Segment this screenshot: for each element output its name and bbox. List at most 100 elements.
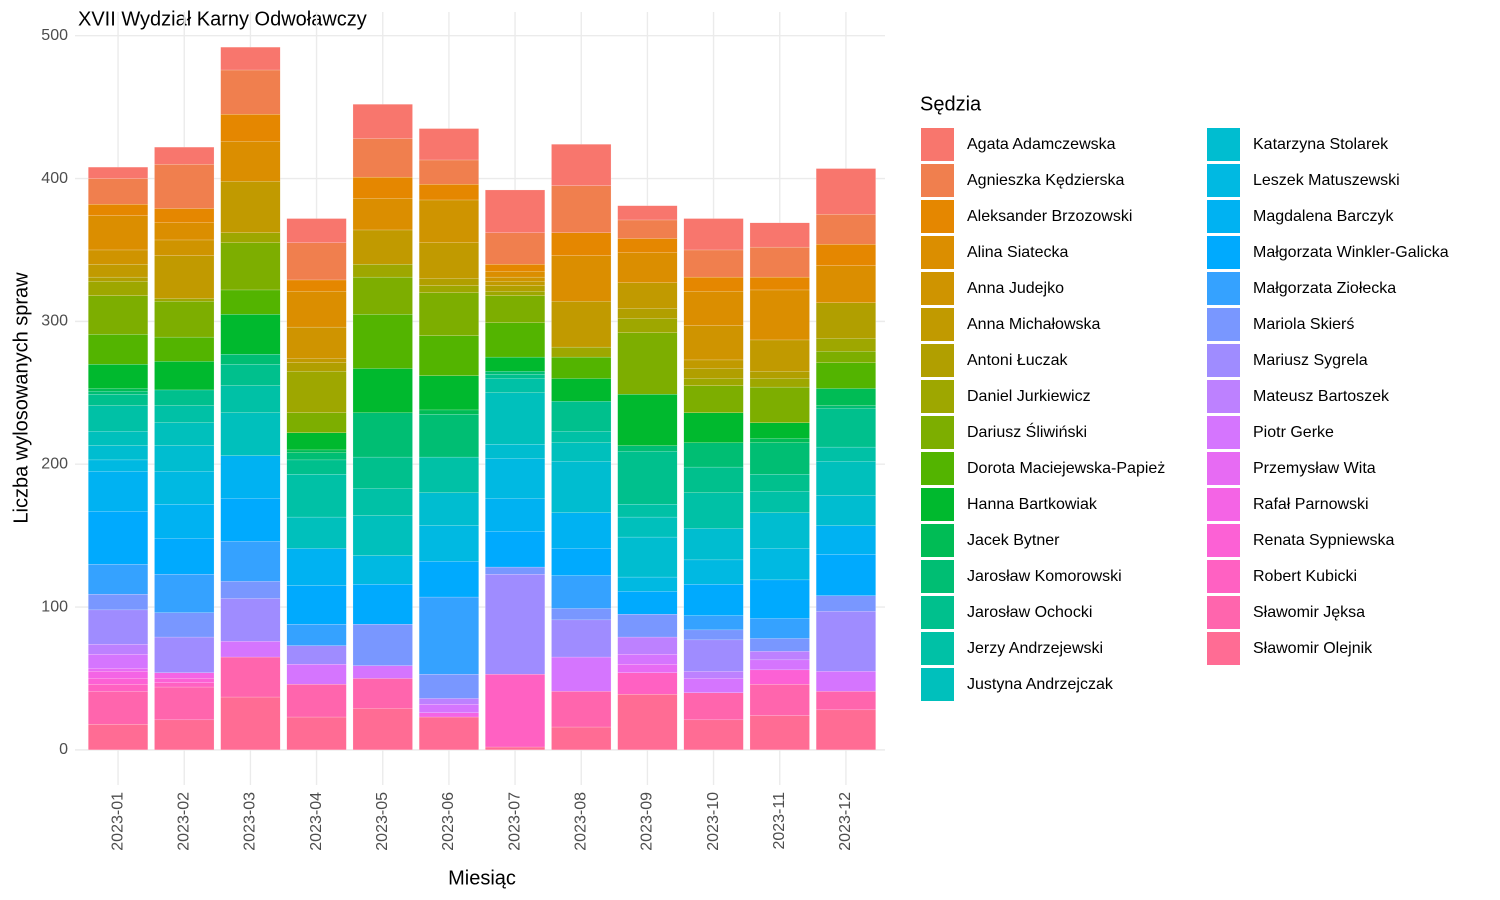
bar-segment [749,659,810,671]
legend-key [921,488,954,521]
bar-segment [551,301,612,348]
legend-label: Piotr Gerke [1253,424,1334,441]
bar-segment [485,746,546,751]
bar-segment [485,378,546,393]
x-tick-label: 2023-04 [308,792,325,851]
legend-label: Jacek Bytner [967,532,1060,549]
bar-segment [551,656,612,692]
bar-segment [220,364,281,386]
legend-key [1207,416,1240,449]
bar-segment [418,292,479,336]
legend-key [921,668,954,701]
x-tick-label: 2023-03 [242,792,259,851]
bar-segment [286,371,347,413]
bar-segment [418,561,479,598]
bar-segment [154,445,215,472]
bar-segment [617,238,678,253]
bar-segment [352,104,413,139]
bar-segment [418,698,479,705]
bar-segment [485,285,546,292]
bar-segment [617,591,678,615]
legend-key [921,560,954,593]
bar-segment [749,715,810,751]
bar-segment [815,214,876,245]
bar-segment [815,265,876,303]
bar-segment [220,69,281,115]
bar-segment [749,222,810,248]
bar-segment [749,442,810,475]
legend-key [921,524,954,557]
bar-segment [551,346,612,358]
bar-segment [485,264,546,272]
bar-segment [220,141,281,182]
bar-segment [749,289,810,341]
bar-segment [749,684,810,716]
bar-segment [154,636,215,673]
bar-segment [617,614,678,638]
bar-segment [418,159,479,185]
bar-segment [154,208,215,223]
bar-segment [485,281,546,286]
bar-segment [551,512,612,549]
bar-segment [88,276,149,282]
legend-key [1207,164,1240,197]
bar-segment [220,455,281,499]
bar-segment [418,278,479,286]
bar-segment [683,412,744,443]
bar-segment [485,232,546,265]
bar-segment [88,215,149,251]
bar-segment [220,412,281,456]
bar-segment [683,378,744,386]
bar-segment [617,636,678,655]
bar-segment [683,276,744,292]
bar-segment [220,46,281,71]
bar-segment [683,492,744,529]
bar-segment [88,684,149,692]
bar-segment [220,242,281,291]
bar-segment [286,326,347,359]
bar-segment [220,541,281,582]
bar-segment [485,674,546,748]
y-tick-label: 100 [41,598,68,615]
bar-segment [418,712,479,718]
bar-segment [749,512,810,549]
bar-segment [88,445,149,461]
bar-segment [815,388,876,406]
x-axis-title: Miesiąc [448,867,516,889]
bar-segment [88,391,149,395]
bar-segment [286,291,347,328]
bar-segment [749,669,810,685]
bar-segment [683,325,744,361]
bar-segment [220,289,281,315]
x-tick-label: 2023-02 [175,792,192,851]
y-tick-label: 500 [41,27,68,44]
bar-segment [88,671,149,679]
bar-segment [88,334,149,365]
bar-segment [88,264,149,278]
bar-segment [154,672,215,679]
bar-segment [617,654,678,665]
bar-segment [815,611,876,672]
legend-label: Sławomir Olejnik [1253,640,1373,657]
legend-label: Alina Siatecka [967,244,1068,261]
y-tick-label: 400 [41,170,68,187]
legend-label: Aleksander Brzozowski [967,208,1132,225]
x-tick-label: 2023-06 [440,792,457,851]
bar-segment [220,498,281,542]
bar-segment [683,466,744,493]
bar-segment [683,692,744,721]
bar-segment [551,144,612,186]
bar-segment [683,291,744,326]
bar-segment [485,356,546,372]
legend-key [1207,488,1240,521]
bar-segment [220,314,281,355]
bar-segment [154,471,215,505]
legend-label: Sławomir Jęksa [1253,604,1365,621]
bar-segment [220,354,281,365]
bar-segment [418,375,479,411]
bar-segment [551,442,612,462]
legend-label: Magdalena Barczyk [1253,208,1395,225]
bar-segment [220,696,281,751]
bar-segment [683,385,744,413]
